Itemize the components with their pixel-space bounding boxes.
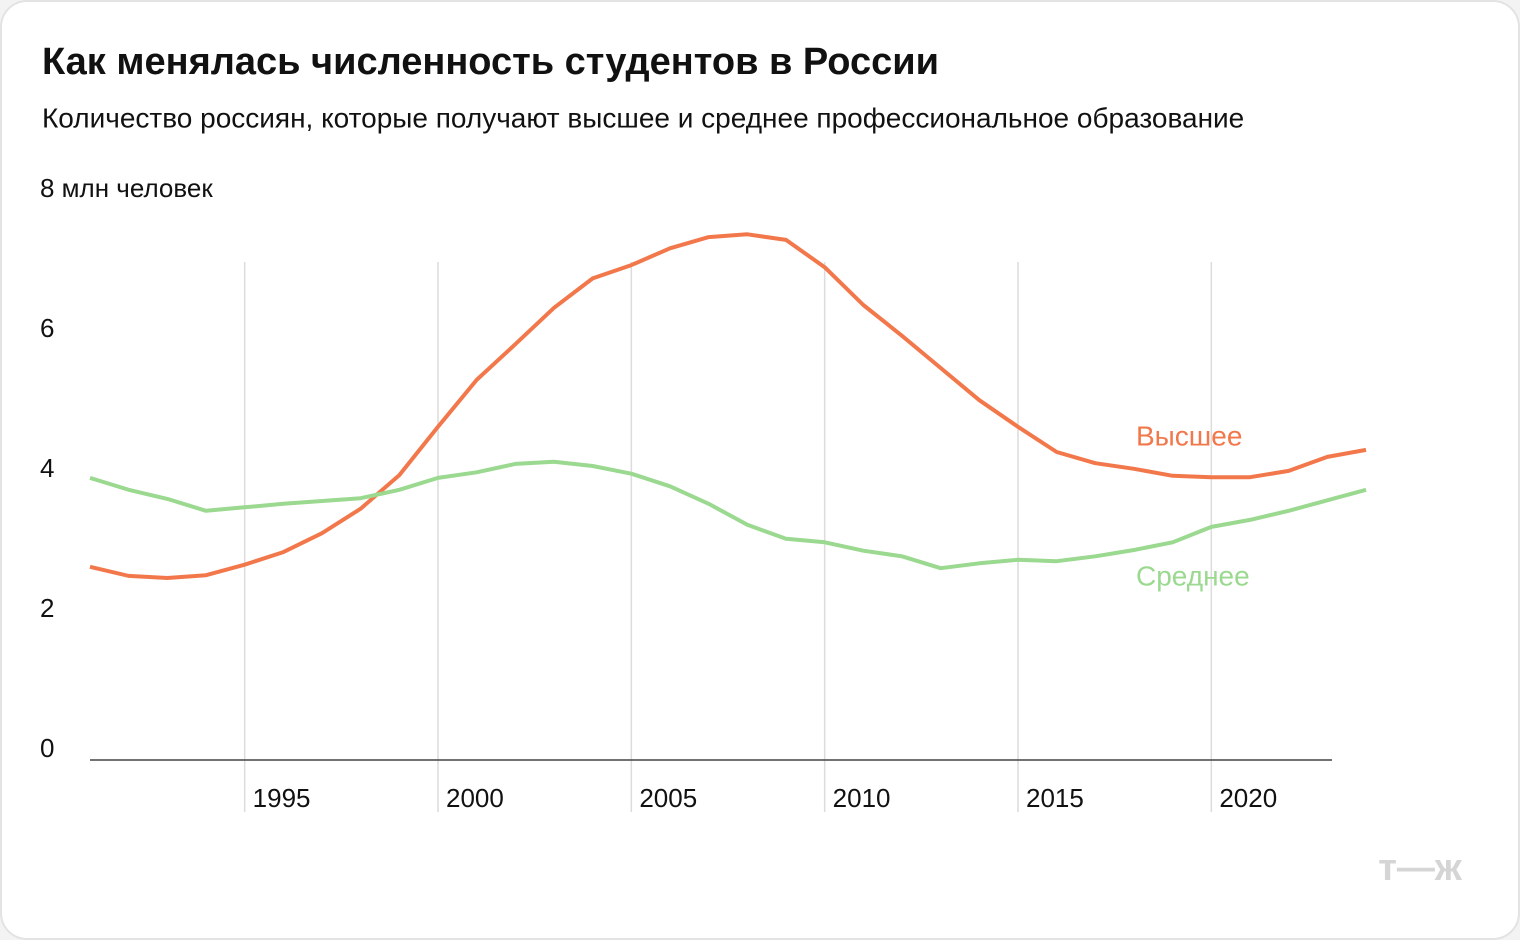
series-label: Высшее [1136, 420, 1242, 451]
logo: т—ж [1378, 847, 1463, 889]
x-tick-label: 2005 [639, 783, 697, 813]
x-tick-label: 2020 [1219, 783, 1277, 813]
chart-subtitle: Количество россиян, которые получают выс… [42, 102, 1244, 133]
line [89, 232, 1367, 580]
x-tick-label: 1995 [253, 783, 311, 813]
y-tick-label: 0 [40, 733, 54, 763]
x-tick-label: 2000 [446, 783, 504, 813]
y-tick-label: 4 [40, 453, 54, 483]
x-tick-label: 2010 [833, 783, 891, 813]
y-tick-label: 8 млн человек [40, 173, 213, 203]
line [89, 459, 1367, 571]
chart-title: Как менялась численность студентов в Рос… [42, 41, 939, 83]
y-tick-label: 6 [40, 313, 54, 343]
x-tick-label: 2015 [1026, 783, 1084, 813]
series-label: Среднее [1136, 560, 1250, 591]
y-tick-label: 2 [40, 593, 54, 623]
